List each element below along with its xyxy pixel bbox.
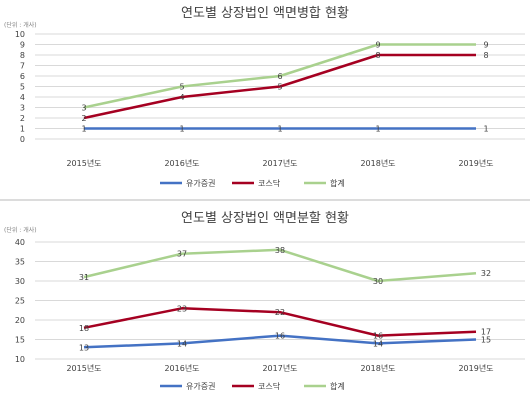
x-tick-label: 2015년도 bbox=[66, 363, 101, 373]
data-label: 5 bbox=[277, 83, 282, 92]
data-label: 15 bbox=[481, 336, 491, 345]
legend-item-합계: 합계 bbox=[304, 381, 345, 391]
y-tick-label: 3 bbox=[20, 104, 25, 113]
legend-label: 코스닥 bbox=[258, 381, 281, 391]
x-tick-label: 2019년도 bbox=[458, 363, 493, 373]
data-label: 2 bbox=[81, 114, 86, 123]
data-label: 17 bbox=[481, 328, 491, 337]
x-tick-label: 2017년도 bbox=[262, 363, 297, 373]
data-label: 37 bbox=[177, 250, 187, 259]
legend-label: 합계 bbox=[330, 381, 345, 391]
legend-label: 유가증권 bbox=[186, 178, 215, 188]
chart-merge-svg: 연도별 상장법인 액면병합 현황(단위 : 개사)012345678910201… bbox=[4, 6, 525, 188]
series-line-코스닥 bbox=[83, 307, 477, 337]
y-tick-label: 9 bbox=[20, 41, 25, 50]
y-tick-label: 4 bbox=[20, 93, 25, 102]
x-tick-label: 2018년도 bbox=[360, 158, 395, 168]
y-tick-label: 30 bbox=[15, 277, 25, 286]
data-label: 1 bbox=[483, 125, 488, 134]
legend-label: 합계 bbox=[330, 178, 345, 188]
unit-label: (단위 : 개사) bbox=[4, 226, 37, 234]
data-label: 18 bbox=[79, 324, 89, 333]
data-label: 14 bbox=[373, 339, 383, 348]
series-line-합계 bbox=[83, 43, 476, 109]
data-label: 31 bbox=[79, 273, 89, 282]
data-label: 4 bbox=[179, 93, 184, 102]
legend-item-합계: 합계 bbox=[304, 178, 345, 188]
chart-title: 연도별 상장법인 액면분할 현황 bbox=[181, 211, 349, 226]
data-label: 38 bbox=[275, 246, 285, 255]
data-label: 1 bbox=[277, 125, 282, 134]
y-tick-label: 20 bbox=[15, 316, 25, 325]
chart-panel-split: 연도별 상장법인 액면분할 현황 (단위 : 개사) 10 15 20 25 30 35 40 2… bbox=[0, 201, 530, 401]
legend-label: 코스닥 bbox=[258, 178, 281, 188]
series-line-코스닥 bbox=[83, 53, 476, 120]
data-label: 9 bbox=[375, 41, 380, 50]
y-tick-label: 15 bbox=[15, 336, 25, 345]
data-label: 30 bbox=[373, 277, 383, 286]
x-tick-label: 2019년도 bbox=[458, 158, 493, 168]
data-label: 22 bbox=[275, 308, 285, 317]
data-label: 8 bbox=[375, 51, 380, 60]
data-label: 8 bbox=[483, 51, 488, 60]
y-tick-label: 7 bbox=[20, 62, 25, 71]
data-label: 16 bbox=[373, 332, 383, 341]
x-tick-label: 2017년도 bbox=[262, 158, 297, 168]
data-label: 1 bbox=[375, 125, 380, 134]
data-label: 32 bbox=[481, 269, 491, 278]
data-label: 1 bbox=[81, 125, 86, 134]
x-tick-label: 2018년도 bbox=[360, 363, 395, 373]
y-tick-label: 10 bbox=[15, 30, 25, 39]
y-tick-label: 40 bbox=[15, 238, 25, 247]
legend-item-코스닥: 코스닥 bbox=[232, 381, 281, 391]
legend-item-유가증권: 유가증권 bbox=[160, 381, 215, 391]
data-label: 16 bbox=[275, 332, 285, 341]
panel-divider bbox=[0, 199, 530, 201]
data-label: 23 bbox=[177, 304, 187, 313]
y-tick-label: 6 bbox=[20, 72, 25, 81]
y-tick-label: 0 bbox=[20, 135, 25, 144]
x-tick-label: 2015년도 bbox=[66, 158, 101, 168]
y-tick-label: 8 bbox=[20, 51, 25, 60]
y-tick-label: 10 bbox=[15, 355, 25, 364]
y-tick-label: 1 bbox=[20, 125, 25, 134]
data-label: 3 bbox=[81, 104, 86, 113]
legend-item-유가증권: 유가증권 bbox=[160, 178, 215, 188]
chart-panel-merge: 연도별 상장법인 액면병합 현황 (단위 : 개사) 0 1 2 3 4 5 6 7 8 9 10 201… bbox=[0, 0, 530, 200]
chart-title: 연도별 상장법인 액면병합 현황 bbox=[181, 6, 349, 21]
data-label: 6 bbox=[277, 72, 282, 81]
data-label: 5 bbox=[179, 83, 184, 92]
y-tick-label: 2 bbox=[20, 114, 25, 123]
legend-label: 유가증권 bbox=[186, 381, 215, 391]
data-label: 9 bbox=[483, 41, 488, 50]
y-tick-label: 5 bbox=[20, 83, 25, 92]
series-line-유가증권 bbox=[83, 334, 477, 349]
chart-split-svg: 연도별 상장법인 액면분할 현황 (단위 : 개사) 10 15 20 25 30 35 40 2… bbox=[4, 211, 525, 391]
series-line-합계 bbox=[83, 248, 477, 283]
x-tick-label: 2016년도 bbox=[164, 158, 199, 168]
y-tick-label: 25 bbox=[15, 297, 25, 306]
data-label: 1 bbox=[179, 125, 184, 134]
data-label: 14 bbox=[177, 339, 187, 348]
data-label: 13 bbox=[79, 343, 89, 352]
x-tick-label: 2016년도 bbox=[164, 363, 199, 373]
unit-label: (단위 : 개사) bbox=[4, 21, 37, 29]
y-tick-label: 35 bbox=[15, 258, 25, 267]
legend-item-코스닥: 코스닥 bbox=[232, 178, 281, 188]
